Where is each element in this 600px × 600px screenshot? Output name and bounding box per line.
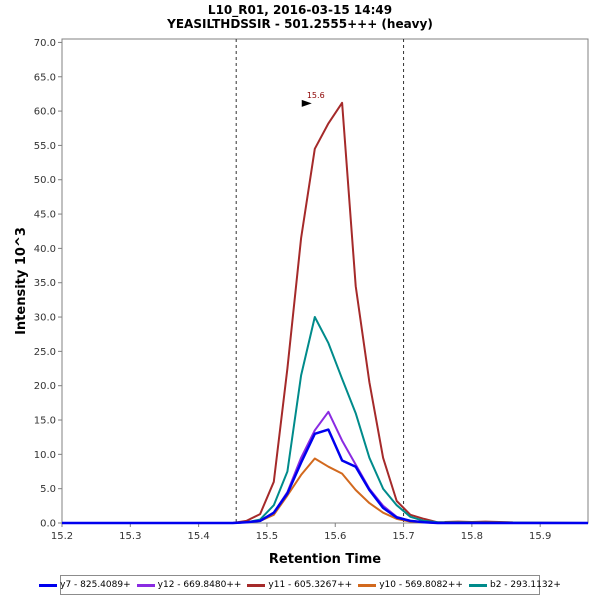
x-tick-label: 15.3 xyxy=(119,531,141,542)
y-tick-label: 70.0 xyxy=(34,38,56,49)
legend-swatch xyxy=(358,583,377,587)
x-tick-label: 15.2 xyxy=(51,531,73,542)
legend-swatch xyxy=(136,583,155,587)
legend-item: y12 - 669.8480++ xyxy=(136,580,242,590)
y-tick-label: 55.0 xyxy=(34,141,56,152)
x-tick-label: 15.7 xyxy=(392,531,414,542)
y-tick-label: 65.0 xyxy=(34,72,56,83)
x-axis-label: Retention Time xyxy=(269,552,381,567)
legend-item: y10 - 569.8082++ xyxy=(358,580,463,590)
y-tick-label: 5.0 xyxy=(40,484,56,495)
y-tick-label: 45.0 xyxy=(34,210,56,221)
y-tick-label: 15.0 xyxy=(34,416,56,427)
y-tick-label: 0.0 xyxy=(40,519,56,530)
y-axis-label: Intensity 10^3 xyxy=(14,227,29,335)
legend-label: b2 - 293.1132+ xyxy=(489,580,561,590)
y-tick-label: 20.0 xyxy=(34,381,56,392)
y-tick-label: 25.0 xyxy=(34,347,56,358)
chart-legend: y7 - 825.4089+ y12 - 669.8480++ y11 - 605.… xyxy=(39,575,561,595)
peak-label: 15.6 xyxy=(307,91,325,100)
legend-label: y7 - 825.4089+ xyxy=(60,580,131,590)
legend-swatch xyxy=(39,583,58,587)
legend-swatch xyxy=(468,583,487,587)
legend-label: y10 - 569.8082++ xyxy=(379,580,463,590)
peak-marker xyxy=(301,99,312,107)
chart-subtitle: YEASILTHDSSIR - 501.2555+++ (heavy) xyxy=(167,17,433,31)
legend-item: b2 - 293.1132+ xyxy=(468,580,561,590)
legend-item: y7 - 825.4089+ xyxy=(39,580,131,590)
plot-area xyxy=(61,38,589,524)
x-tick-label: 15.5 xyxy=(256,531,278,542)
y-tick-label: 60.0 xyxy=(34,107,56,118)
y-tick-label: 30.0 xyxy=(34,313,56,324)
x-tick-label: 15.8 xyxy=(461,531,483,542)
y-tick-label: 40.0 xyxy=(34,244,56,255)
legend-swatch xyxy=(247,583,266,587)
y-tick-label: 35.0 xyxy=(34,278,56,289)
legend-label: y11 - 605.3267++ xyxy=(268,580,353,590)
series-line-y11 xyxy=(62,101,589,524)
series-line-y7 xyxy=(62,428,588,525)
x-tick-label: 15.6 xyxy=(324,531,346,542)
chart-title: L10_R01, 2016-03-15 14:49 xyxy=(207,3,393,17)
x-tick-label: 15.4 xyxy=(187,531,209,542)
y-tick-label: 10.0 xyxy=(34,450,56,461)
legend-item: y11 - 605.3267++ xyxy=(247,580,352,590)
x-tick-label: 15.9 xyxy=(529,531,551,542)
legend-label: y12 - 669.8480++ xyxy=(157,580,242,590)
y-tick-label: 50.0 xyxy=(34,175,56,186)
